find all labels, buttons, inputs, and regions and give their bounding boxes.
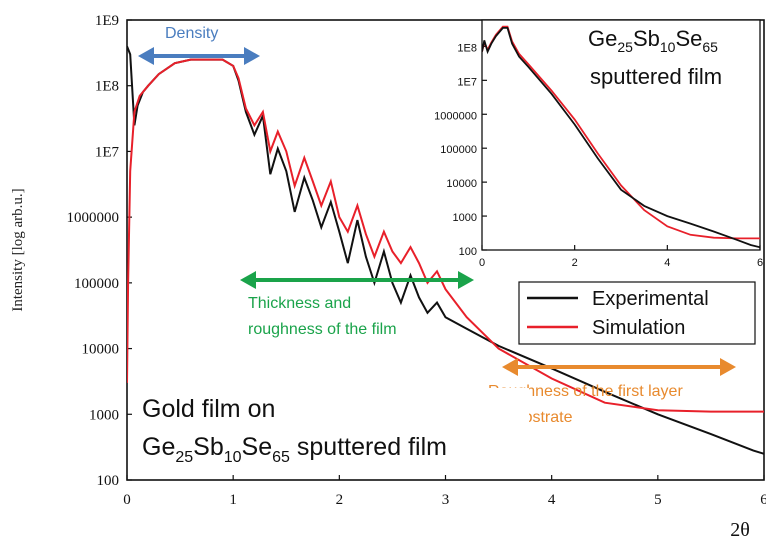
legend: Experimental Simulation — [518, 281, 756, 345]
inset-y-tick-label: 10000 — [446, 178, 477, 190]
inset-y-tick-label: 1E8 — [457, 42, 477, 54]
inset-x-tick-label: 0 — [479, 257, 485, 269]
inset-y-tick-label: 1000000 — [434, 110, 477, 122]
inset-film-label: sputtered film — [590, 64, 722, 89]
inset-y-tick-label: 100000 — [440, 144, 477, 156]
density-arrowhead-right — [244, 47, 260, 65]
inset-plot-frame — [481, 19, 761, 251]
density-label: Density — [165, 25, 218, 42]
sample-label-line1: Gold film on — [142, 395, 275, 423]
main-x-tick-label: 4 — [548, 492, 556, 508]
density-arrowhead-left — [138, 47, 154, 65]
thickness-label-line2: roughness of the film — [248, 321, 397, 338]
thickness-arrowhead-right — [458, 271, 474, 289]
legend-label-experimental: Experimental — [592, 288, 709, 310]
x-axis-title: 2θ — [730, 519, 750, 541]
main-x-tick-label: 3 — [442, 492, 450, 508]
y-axis-title: Intensity [log arb.u.] — [10, 188, 26, 311]
inset-composition-label: Ge25Sb10Se65 — [588, 26, 718, 55]
inset-x-tick-label: 6 — [757, 257, 763, 269]
sample-label-backdrop — [134, 388, 529, 472]
inset-x-ticks: 0 2 4 6 — [479, 245, 763, 269]
legend-box — [518, 281, 756, 345]
main-y-tick-label: 1E8 — [95, 79, 119, 95]
thickness-arrowhead-left — [240, 271, 256, 289]
main-y-tick-label: 1E7 — [95, 144, 120, 160]
main-y-tick-label: 1E9 — [95, 13, 119, 29]
sample-label-line2: Ge25Sb10Se65 sputtered film — [142, 433, 447, 466]
thickness-label-line1: Thickness and — [248, 295, 351, 312]
main-y-tick-label: 100 — [97, 473, 120, 489]
density-annotation: Density — [138, 25, 260, 65]
main-x-tick-label: 5 — [654, 492, 662, 508]
main-x-tick-label: 0 — [123, 492, 131, 508]
inset-x-tick-label: 4 — [664, 257, 670, 269]
roughness-arrowhead-right — [720, 358, 736, 376]
main-y-tick-label: 1000 — [89, 407, 119, 423]
main-x-ticks: 0 1 2 3 4 5 6 — [123, 475, 766, 508]
main-y-tick-label: 10000 — [82, 342, 120, 358]
main-y-tick-label: 100000 — [74, 276, 119, 292]
main-y-ticks: 100 1000 10000 100000 1000000 1E7 1E8 1E9 — [67, 13, 132, 489]
series-simulation-line — [127, 58, 764, 413]
inset-y-tick-label: 100 — [459, 246, 477, 258]
roughness-arrowhead-left — [502, 358, 518, 376]
thickness-annotation: Thickness and roughness of the film — [240, 271, 474, 338]
inset-y-tick-label: 1E7 — [457, 76, 477, 88]
main-x-tick-label: 6 — [760, 492, 766, 508]
main-x-tick-label: 1 — [229, 492, 237, 508]
inset-y-tick-label: 1000 — [453, 212, 477, 224]
inset-x-tick-label: 2 — [572, 257, 578, 269]
main-y-tick-label: 1000000 — [67, 210, 120, 226]
roughness-label-line1: Roughness of the first layer — [488, 383, 683, 400]
legend-label-simulation: Simulation — [592, 317, 685, 339]
inset-series-experimental-line — [482, 27, 760, 249]
inset-y-ticks: 100 1000 10000 100000 1000000 1E7 1E8 — [434, 42, 487, 258]
main-x-tick-label: 2 — [336, 492, 344, 508]
